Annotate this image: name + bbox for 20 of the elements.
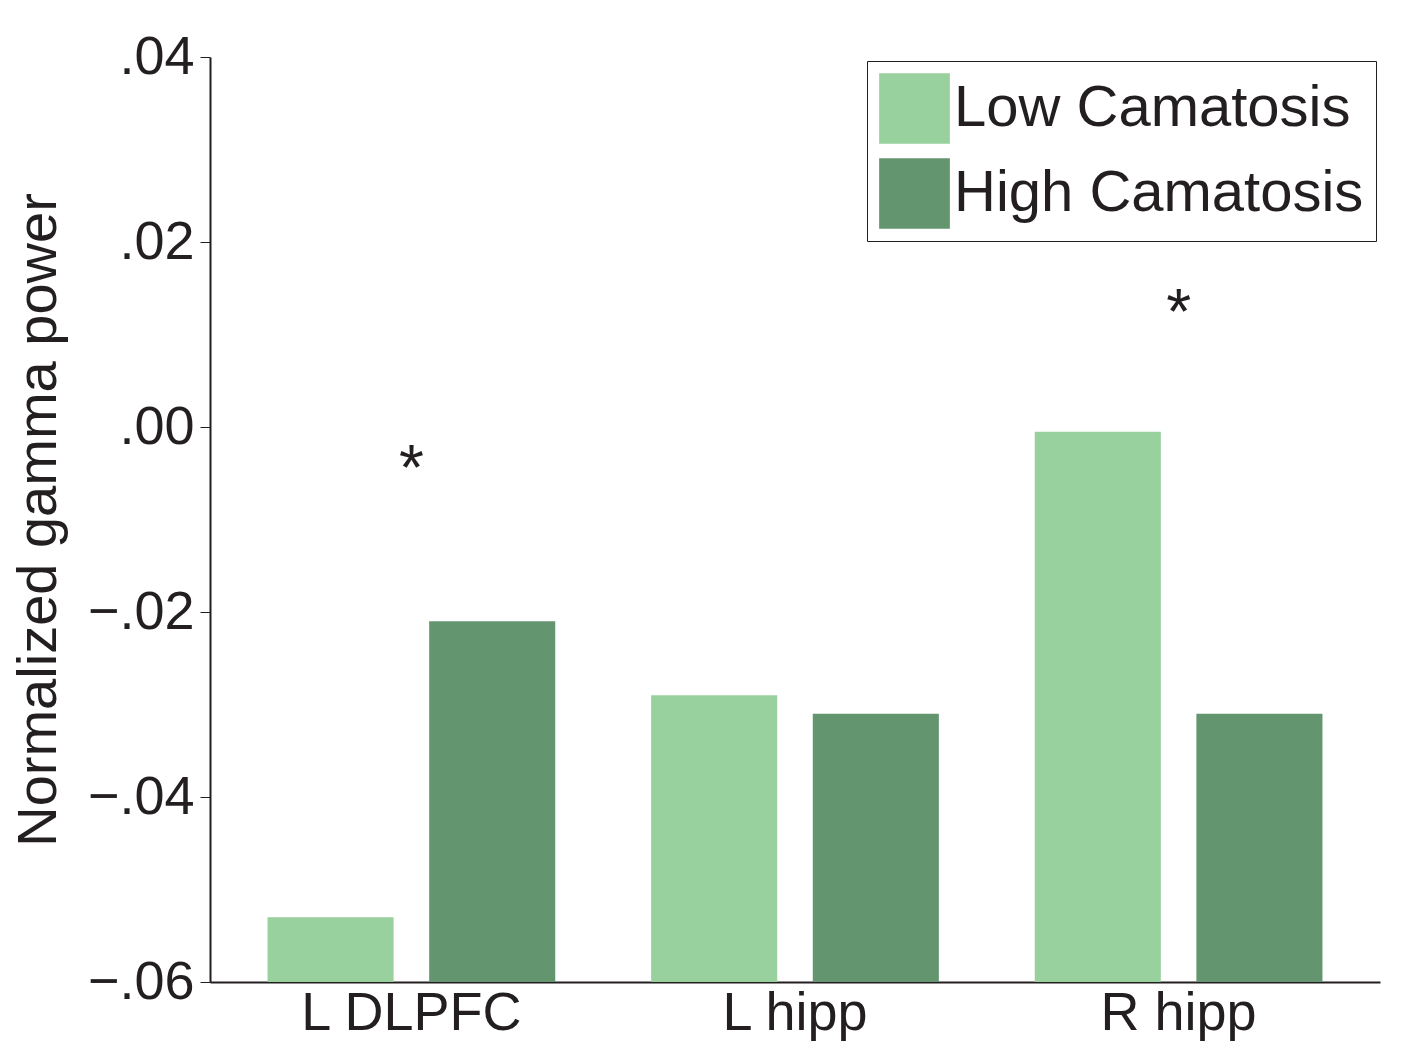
bar (651, 695, 778, 982)
y-tick-label: .02 (119, 209, 195, 270)
x-tick-label: R hipp (1100, 980, 1257, 1041)
y-tick-label: .04 (119, 24, 195, 85)
x-tick-label: L hipp (722, 980, 868, 1041)
bar (1196, 713, 1323, 982)
bar (812, 713, 939, 982)
y-axis-title: Normalized gamma power (4, 193, 68, 847)
annotation: * (1166, 276, 1192, 348)
y-tick-label: −.04 (87, 764, 195, 825)
y-tick-label: −.06 (87, 949, 195, 1010)
y-tick-label: .00 (119, 394, 195, 455)
bar (267, 917, 394, 982)
bar (1034, 431, 1161, 982)
y-tick-label: −.02 (87, 579, 195, 640)
bar (429, 621, 556, 982)
annotation: * (398, 432, 424, 504)
x-tick-label: L DLPFC (301, 980, 522, 1041)
legend-label: Low Camatosis (954, 72, 1351, 138)
legend-label: High Camatosis (954, 157, 1364, 223)
